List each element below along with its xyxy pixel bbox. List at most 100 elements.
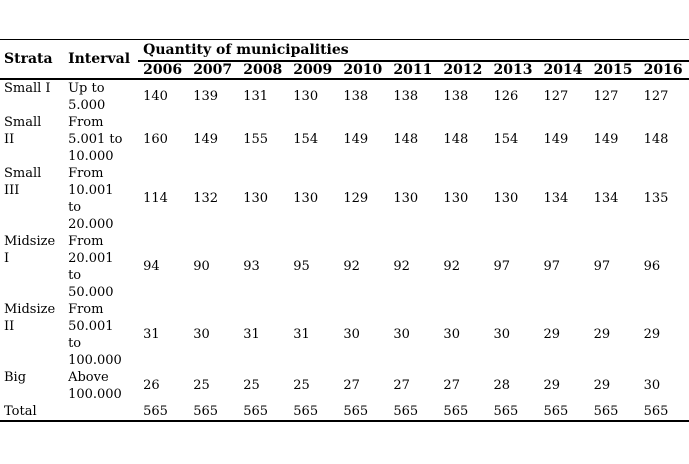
value-cell: 565 bbox=[243, 403, 269, 419]
value-cell: 130 bbox=[393, 191, 419, 206]
year-column-header: 2012 bbox=[438, 60, 489, 80]
value-cell: 29 bbox=[593, 378, 611, 393]
year-column-header: 2016 bbox=[638, 60, 689, 80]
value-cell: 27 bbox=[343, 378, 360, 393]
year-column-header: 2006 bbox=[138, 60, 189, 80]
value-cell: 565 bbox=[193, 403, 219, 419]
value-cell: 155 bbox=[243, 131, 269, 147]
value-cell: 140 bbox=[143, 89, 168, 104]
interval-cell: Up to 5.000 bbox=[68, 80, 106, 113]
year-column-header: 2010 bbox=[338, 60, 389, 80]
strata-cell: Total bbox=[4, 403, 37, 419]
value-cell: 92 bbox=[343, 259, 360, 274]
value-cell: 27 bbox=[443, 378, 460, 393]
value-cell: 97 bbox=[543, 259, 561, 274]
value-cell: 97 bbox=[493, 259, 511, 274]
value-cell: 25 bbox=[193, 378, 210, 393]
value-cell: 29 bbox=[543, 378, 561, 393]
value-cell: 565 bbox=[643, 403, 669, 419]
value-cell: 148 bbox=[393, 131, 419, 147]
value-cell: 25 bbox=[293, 378, 310, 393]
value-cell: 30 bbox=[643, 378, 661, 393]
value-cell: 130 bbox=[493, 191, 519, 206]
value-cell: 565 bbox=[593, 403, 619, 419]
value-cell: 130 bbox=[293, 89, 319, 104]
interval-column-header: Interval bbox=[62, 39, 139, 80]
value-cell: 138 bbox=[343, 89, 369, 104]
value-cell: 139 bbox=[193, 89, 219, 104]
value-cell: 127 bbox=[593, 89, 619, 104]
value-cell: 132 bbox=[193, 191, 219, 206]
value-cell: 126 bbox=[493, 89, 519, 104]
value-cell: 31 bbox=[293, 327, 310, 342]
value-cell: 95 bbox=[293, 259, 310, 274]
value-cell: 97 bbox=[593, 259, 611, 274]
value-cell: 31 bbox=[143, 327, 160, 342]
value-cell: 30 bbox=[343, 327, 360, 342]
value-cell: 92 bbox=[443, 259, 460, 274]
value-cell: 30 bbox=[193, 327, 210, 342]
value-cell: 129 bbox=[343, 191, 369, 206]
value-cell: 92 bbox=[393, 259, 410, 274]
value-cell: 29 bbox=[543, 327, 561, 342]
value-cell: 565 bbox=[443, 403, 469, 419]
table-row: Midsize II From 50.001 to 100.000 31 30 31 31… bbox=[0, 301, 689, 369]
table-row: Small I Up to 5.000 140 139 131 130 138 138 138 1… bbox=[0, 79, 689, 114]
table-row: Total 565 565 565 565 565 565 565 565 565 565 565 bbox=[0, 403, 689, 421]
value-cell: 96 bbox=[643, 259, 661, 274]
value-cell: 94 bbox=[143, 259, 160, 274]
value-cell: 114 bbox=[143, 191, 168, 206]
table-row: Midsize I From 20.001 to 50.000 94 90 93 95 92… bbox=[0, 233, 689, 301]
value-cell: 25 bbox=[243, 378, 260, 393]
table-row: Big Above 100.000 26 25 25 25 27 27 27 28 29 29 30 bbox=[0, 369, 689, 403]
strata-column-header: Strata bbox=[0, 39, 63, 80]
value-cell: 29 bbox=[593, 327, 611, 342]
value-cell: 565 bbox=[343, 403, 369, 419]
value-cell: 148 bbox=[643, 131, 669, 147]
year-column-header: 2014 bbox=[538, 60, 589, 80]
year-column-header: 2015 bbox=[588, 60, 639, 80]
quantity-span-header: Quantity of municipalities bbox=[138, 39, 689, 62]
strata-cell: Small I bbox=[4, 80, 51, 96]
value-cell: 160 bbox=[143, 131, 168, 147]
table-row: Small III From 10.001 to 20.000 114 132 130 1… bbox=[0, 165, 689, 233]
value-cell: 28 bbox=[493, 378, 511, 393]
interval-cell: Above 100.000 bbox=[68, 369, 122, 402]
interval-cell: From 50.001 to 100.000 bbox=[68, 301, 122, 368]
year-column-header: 2011 bbox=[388, 60, 439, 80]
value-cell: 130 bbox=[443, 191, 469, 206]
value-cell: 565 bbox=[393, 403, 419, 419]
value-cell: 149 bbox=[193, 131, 219, 147]
strata-cell: Big bbox=[4, 369, 27, 385]
years-header-row: 2006 2007 2008 2009 2010 2011 2012 2013 2014 2015… bbox=[0, 60, 689, 80]
value-cell: 149 bbox=[343, 131, 369, 147]
value-cell: 27 bbox=[393, 378, 410, 393]
header-row-top: Strata Interval Quantity of municipaliti… bbox=[0, 39, 689, 80]
year-column-header: 2008 bbox=[238, 60, 289, 80]
value-cell: 90 bbox=[193, 259, 210, 274]
value-cell: 565 bbox=[143, 403, 168, 419]
year-column-header: 2009 bbox=[288, 60, 339, 80]
value-cell: 130 bbox=[293, 191, 319, 206]
value-cell: 30 bbox=[393, 327, 410, 342]
value-cell: 134 bbox=[543, 191, 569, 206]
municipalities-table: Strata Interval Quantity of municipaliti… bbox=[0, 39, 689, 422]
value-cell: 138 bbox=[443, 89, 469, 104]
year-column-header: 2007 bbox=[188, 60, 239, 80]
strata-cell: Midsize I bbox=[4, 233, 56, 266]
interval-cell: From 20.001 to 50.000 bbox=[68, 233, 114, 300]
interval-cell: From 10.001 to 20.000 bbox=[68, 165, 114, 232]
value-cell: 154 bbox=[493, 131, 519, 147]
value-cell: 149 bbox=[543, 131, 569, 147]
value-cell: 565 bbox=[493, 403, 519, 419]
value-cell: 135 bbox=[643, 191, 669, 206]
value-cell: 138 bbox=[393, 89, 419, 104]
value-cell: 134 bbox=[593, 191, 619, 206]
value-cell: 93 bbox=[243, 259, 260, 274]
year-column-header: 2013 bbox=[488, 60, 539, 80]
value-cell: 127 bbox=[543, 89, 569, 104]
value-cell: 154 bbox=[293, 131, 319, 147]
value-cell: 565 bbox=[543, 403, 569, 419]
interval-cell bbox=[62, 403, 138, 421]
table-row: Small II From 5.001 to 10.000 160 149 155 154… bbox=[0, 114, 689, 165]
